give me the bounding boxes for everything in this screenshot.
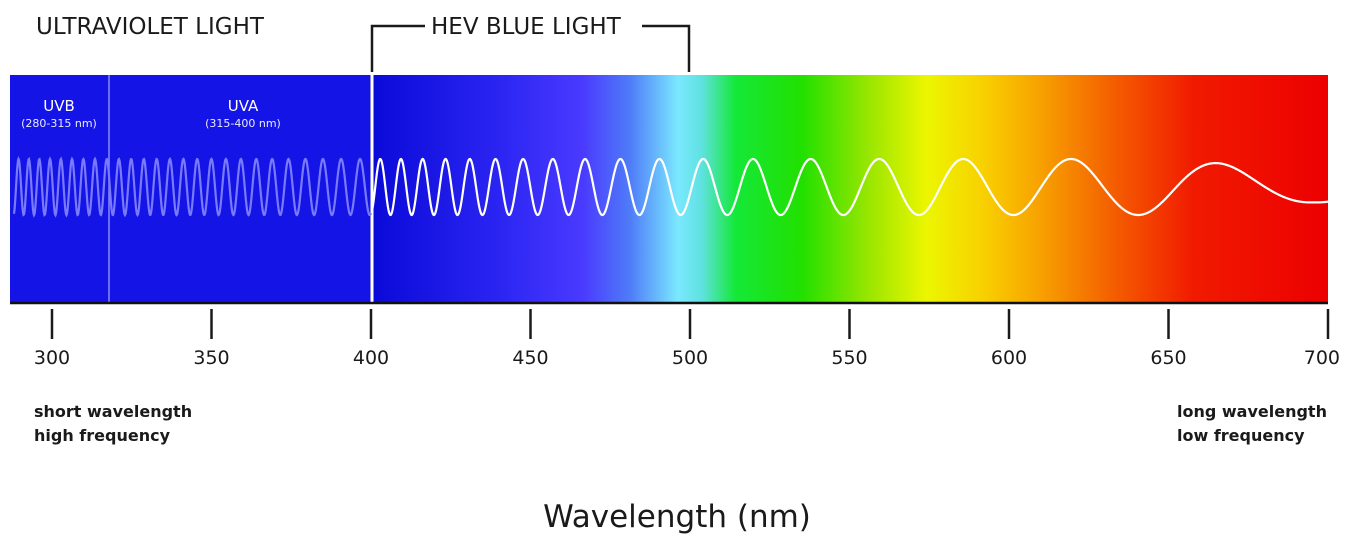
tick-label: 300 xyxy=(34,347,70,369)
low-frequency-note: low frequency xyxy=(1177,426,1305,445)
uva-label: UVA xyxy=(228,97,259,115)
long-wavelength-note: long wavelength xyxy=(1177,402,1327,421)
axis-title: Wavelength (nm) xyxy=(543,499,811,535)
visible-wave xyxy=(370,157,1328,217)
tick-label: 600 xyxy=(991,347,1027,369)
ultraviolet-light-label: ULTRAVIOLET LIGHT xyxy=(36,14,265,40)
tick-label: 350 xyxy=(193,347,229,369)
axis-ticks: 300 350 400 450 500 550 600 650 700 xyxy=(34,309,1340,369)
tick-label: 450 xyxy=(512,347,548,369)
hev-blue-light-label: HEV BLUE LIGHT xyxy=(431,14,622,40)
short-wavelength-note: short wavelength xyxy=(34,402,192,421)
uv-band xyxy=(10,75,372,303)
uvb-range: (280-315 nm) xyxy=(21,117,97,130)
high-frequency-note: high frequency xyxy=(34,426,171,445)
uva-range: (315-400 nm) xyxy=(205,117,281,130)
uv-wave xyxy=(12,156,373,218)
tick-label: 550 xyxy=(831,347,867,369)
tick-label: 400 xyxy=(353,347,389,369)
tick-label: 700 xyxy=(1304,347,1340,369)
tick-label: 650 xyxy=(1150,347,1186,369)
uvb-label: UVB xyxy=(43,97,75,115)
hev-bracket xyxy=(370,24,691,72)
tick-label: 500 xyxy=(672,347,708,369)
